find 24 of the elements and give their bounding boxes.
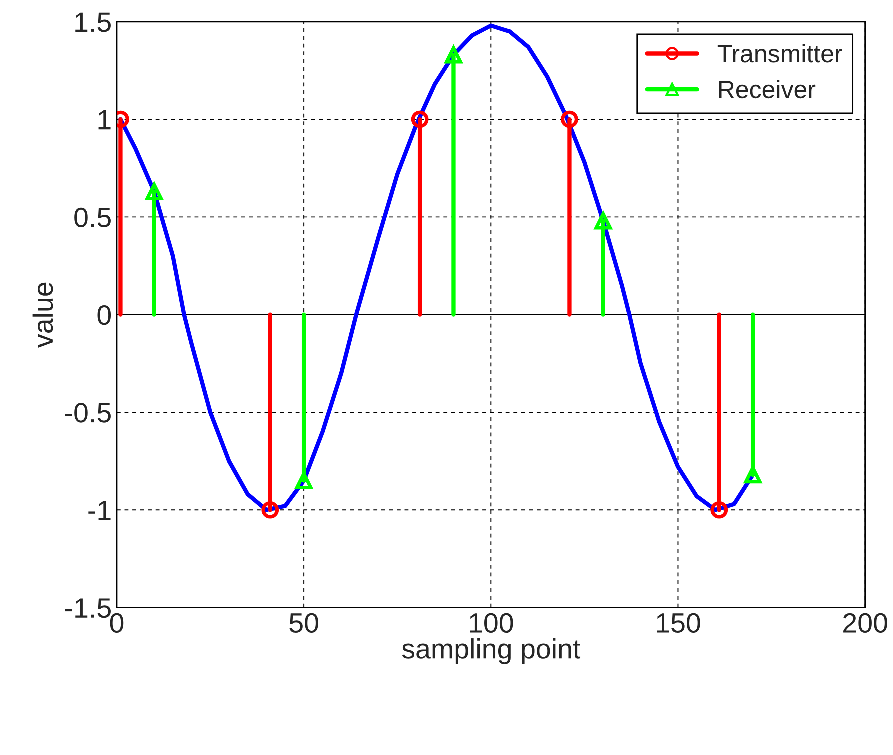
y-tick-label: 0.5 [74, 208, 111, 228]
point [744, 466, 762, 484]
point [411, 110, 429, 128]
point [295, 472, 313, 490]
point [594, 212, 612, 230]
point [710, 501, 728, 519]
x-tick-label: 100 [470, 613, 514, 634]
y-axis-title: value [32, 282, 54, 348]
legend-label: Transmitter [718, 44, 842, 63]
y-tick-label: -0.5 [65, 403, 111, 423]
y-tick-label: 1.5 [76, 12, 111, 32]
point [262, 501, 280, 519]
legend-label: Receiver [719, 80, 816, 99]
x-axis-title: sampling point [402, 638, 581, 664]
point [561, 110, 578, 128]
y-tick-label: -1 [88, 501, 111, 520]
y-tick-label: -1.5 [65, 598, 111, 618]
x-tick-label: 150 [657, 613, 700, 634]
x-tick-label: 50 [290, 613, 318, 634]
y-tick-label: 1 [98, 110, 111, 130]
x-tick-label: 200 [844, 613, 888, 634]
y-tick-label: 0 [98, 306, 112, 326]
point [445, 46, 462, 64]
x-tick-label: 0 [110, 613, 124, 634]
